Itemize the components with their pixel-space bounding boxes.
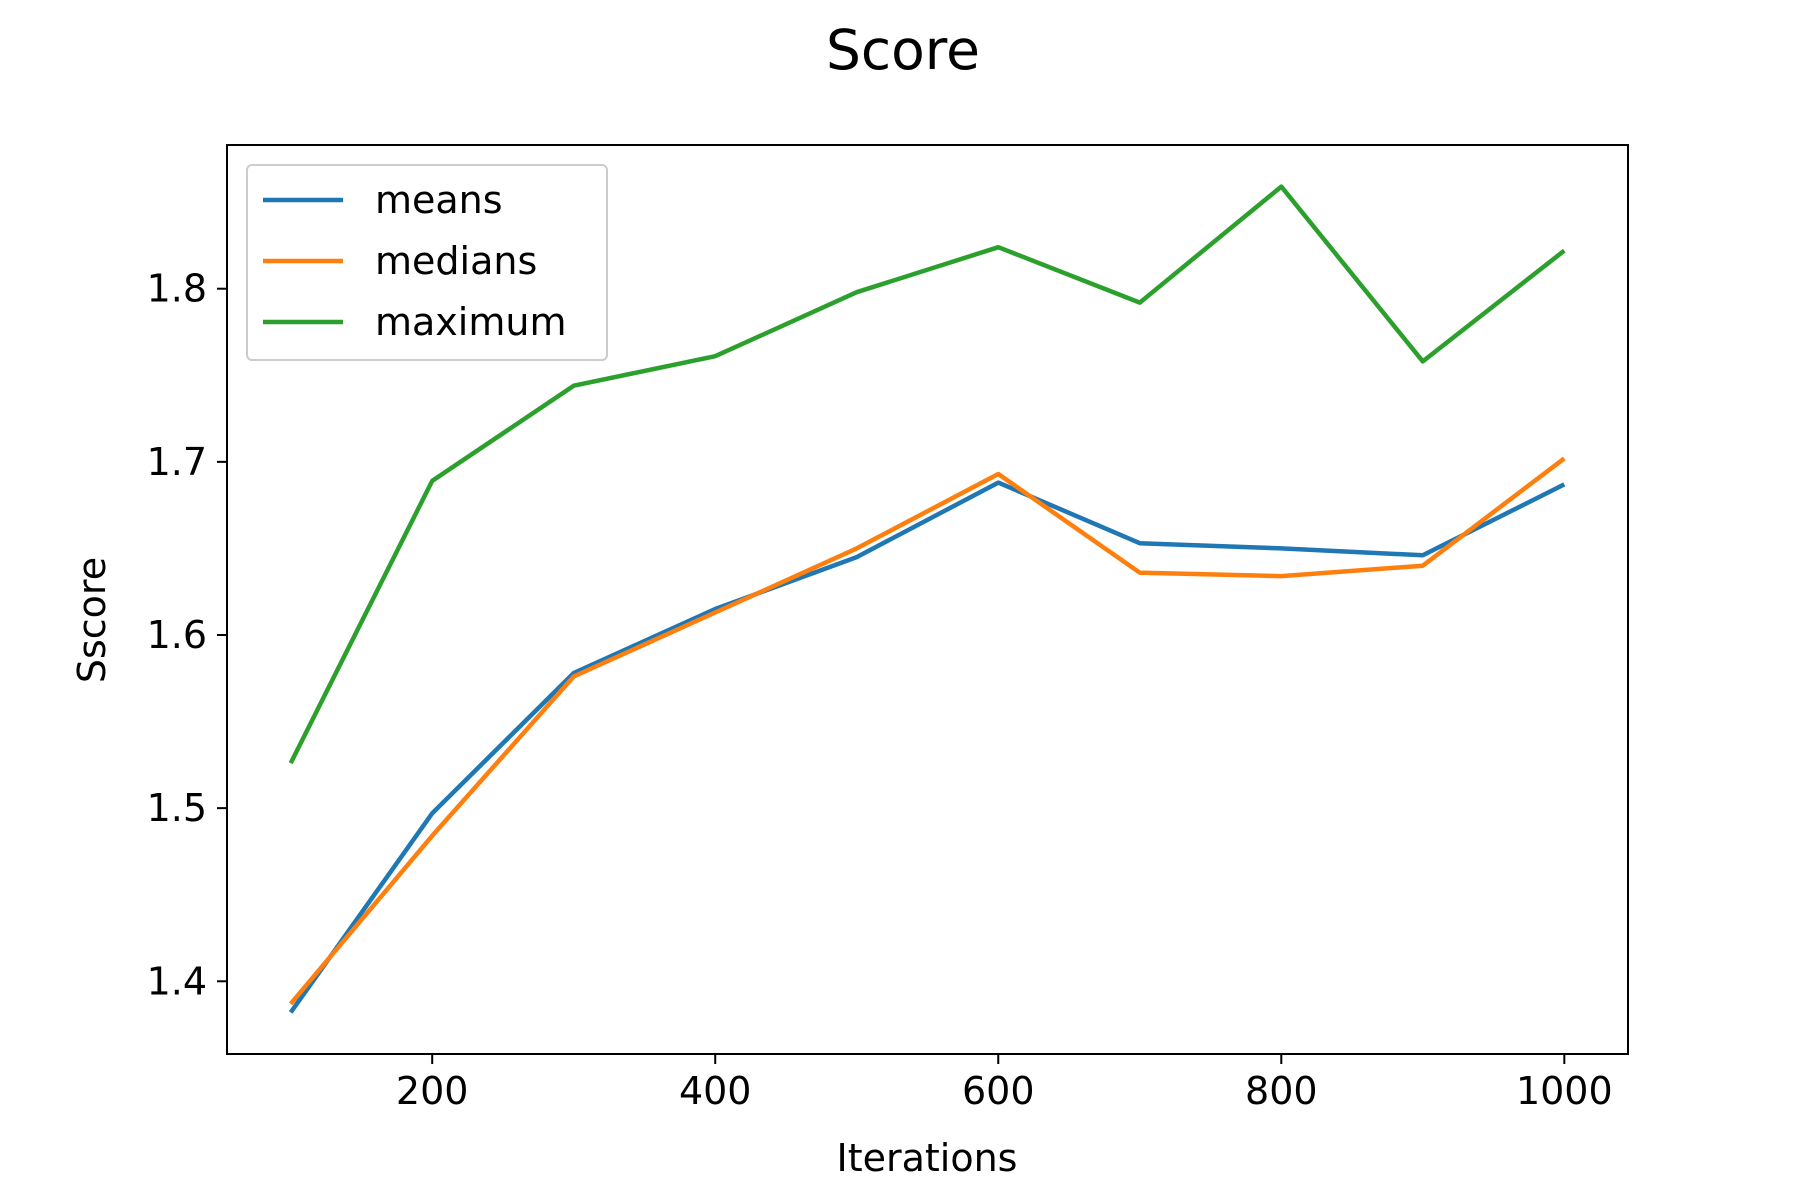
y-tick-label: 1.4 <box>147 959 207 1003</box>
y-tick-label: 1.6 <box>147 613 207 657</box>
x-tick-label: 800 <box>1245 1069 1318 1113</box>
series-line-medians <box>288 456 1566 1006</box>
x-tick-label: 1000 <box>1516 1069 1613 1113</box>
legend-label-medians: medians <box>375 239 537 283</box>
legend-box <box>246 164 608 361</box>
x-axis-label: Iterations <box>837 1136 1018 1180</box>
legend: means medians maximum <box>246 164 608 361</box>
plot-area-frame <box>226 144 1629 1055</box>
x-tick-label: 600 <box>962 1069 1035 1113</box>
y-axis: 1.4 1.5 1.6 1.7 1.8 <box>147 267 227 1003</box>
y-axis-label: Sscore <box>70 557 114 683</box>
x-tick-label: 200 <box>396 1069 469 1113</box>
chart-title: Score <box>826 18 980 82</box>
series-line-maximum <box>288 184 1566 765</box>
legend-label-means: means <box>375 178 503 222</box>
y-tick-label: 1.5 <box>147 786 207 830</box>
series-layer <box>288 184 1566 1014</box>
x-tick-label: 400 <box>679 1069 752 1113</box>
x-axis: 200 400 600 800 1000 <box>396 1054 1613 1113</box>
series-line-means <box>288 480 1566 1014</box>
y-tick-label: 1.8 <box>147 267 207 311</box>
legend-label-maximum: maximum <box>375 300 566 344</box>
y-tick-label: 1.7 <box>147 440 207 484</box>
